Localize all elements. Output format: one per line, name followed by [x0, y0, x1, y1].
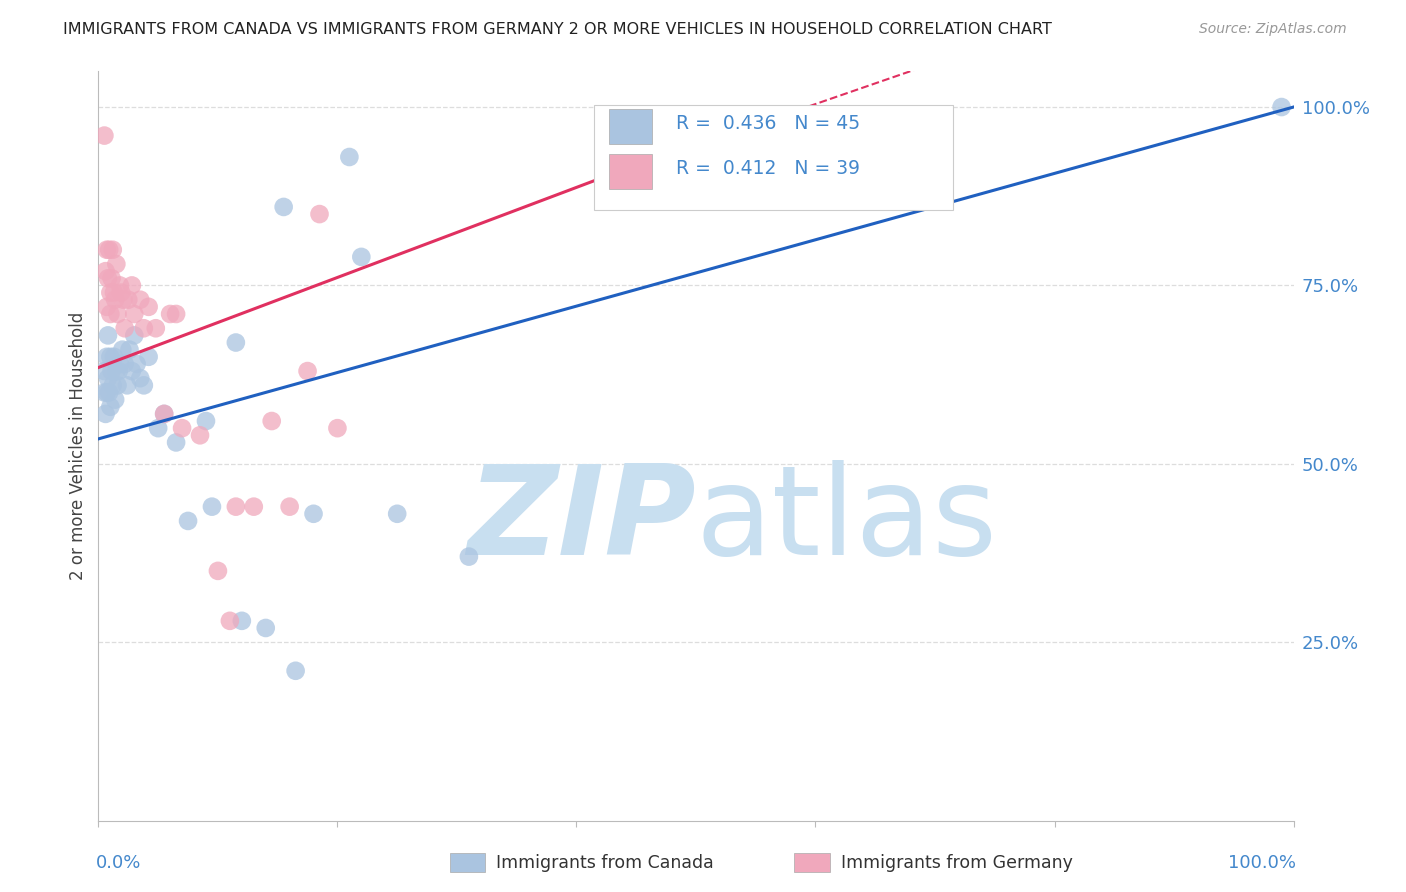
- Point: [111, 343, 134, 357]
- Point: [100, 364, 122, 378]
- Point: [103, 350, 125, 364]
- Point: [93, 128, 115, 143]
- Point: [284, 664, 307, 678]
- Point: [254, 621, 277, 635]
- Text: 0.0%: 0.0%: [96, 855, 142, 872]
- Point: [219, 614, 242, 628]
- Point: [96, 385, 118, 400]
- Point: [100, 271, 122, 285]
- FancyBboxPatch shape: [595, 105, 953, 210]
- Point: [101, 243, 124, 257]
- Point: [297, 364, 319, 378]
- Point: [93, 364, 115, 378]
- Point: [104, 392, 127, 407]
- Point: [273, 200, 295, 214]
- Point: [103, 285, 125, 300]
- Point: [278, 500, 301, 514]
- Text: ZIP: ZIP: [467, 460, 696, 582]
- Point: [98, 285, 122, 300]
- Point: [145, 321, 167, 335]
- Point: [107, 378, 129, 392]
- Point: [115, 378, 138, 392]
- Point: [129, 293, 152, 307]
- Point: [165, 435, 187, 450]
- Point: [159, 307, 181, 321]
- Text: Source: ZipAtlas.com: Source: ZipAtlas.com: [1199, 22, 1347, 37]
- Point: [153, 407, 176, 421]
- Point: [132, 378, 155, 392]
- Point: [231, 614, 253, 628]
- Point: [165, 307, 187, 321]
- Point: [225, 335, 247, 350]
- Point: [302, 507, 325, 521]
- Point: [125, 357, 148, 371]
- Point: [108, 357, 131, 371]
- Point: [94, 407, 117, 421]
- Point: [114, 357, 136, 371]
- Point: [98, 243, 121, 257]
- Point: [138, 350, 160, 364]
- Y-axis label: 2 or more Vehicles in Household: 2 or more Vehicles in Household: [69, 312, 87, 580]
- Point: [129, 371, 152, 385]
- Point: [138, 300, 160, 314]
- Point: [350, 250, 373, 264]
- Point: [110, 285, 132, 300]
- Point: [105, 364, 128, 378]
- Text: 100.0%: 100.0%: [1227, 855, 1296, 872]
- Point: [112, 293, 135, 307]
- Text: R =  0.436   N = 45: R = 0.436 N = 45: [676, 114, 860, 133]
- Point: [107, 307, 129, 321]
- Point: [98, 350, 122, 364]
- Point: [207, 564, 229, 578]
- Point: [104, 293, 127, 307]
- Point: [195, 414, 218, 428]
- Point: [188, 428, 211, 442]
- Text: atlas: atlas: [696, 460, 998, 582]
- Point: [117, 293, 139, 307]
- Text: Immigrants from Canada: Immigrants from Canada: [496, 854, 714, 871]
- Point: [108, 278, 131, 293]
- Text: R =  0.412   N = 39: R = 0.412 N = 39: [676, 160, 859, 178]
- Point: [98, 385, 121, 400]
- Point: [121, 278, 143, 293]
- Point: [177, 514, 200, 528]
- FancyBboxPatch shape: [609, 154, 652, 189]
- Point: [1271, 100, 1294, 114]
- Point: [105, 257, 128, 271]
- Point: [98, 307, 122, 321]
- Text: Immigrants from Germany: Immigrants from Germany: [841, 854, 1073, 871]
- Point: [260, 414, 283, 428]
- Point: [385, 507, 409, 521]
- Point: [172, 421, 194, 435]
- Point: [153, 407, 176, 421]
- Point: [93, 385, 115, 400]
- Point: [94, 264, 117, 278]
- Point: [124, 307, 146, 321]
- Point: [124, 328, 146, 343]
- Point: [132, 321, 155, 335]
- Point: [114, 321, 136, 335]
- Point: [458, 549, 481, 564]
- Point: [148, 421, 170, 435]
- Point: [201, 500, 224, 514]
- Point: [97, 328, 120, 343]
- Point: [98, 400, 122, 414]
- FancyBboxPatch shape: [609, 110, 652, 145]
- Point: [101, 378, 124, 392]
- Point: [225, 500, 247, 514]
- Point: [96, 300, 118, 314]
- Point: [97, 371, 120, 385]
- Point: [243, 500, 266, 514]
- Point: [107, 364, 129, 378]
- Point: [97, 271, 120, 285]
- Point: [121, 364, 143, 378]
- Point: [326, 421, 349, 435]
- Point: [96, 243, 118, 257]
- Text: IMMIGRANTS FROM CANADA VS IMMIGRANTS FROM GERMANY 2 OR MORE VEHICLES IN HOUSEHOL: IMMIGRANTS FROM CANADA VS IMMIGRANTS FRO…: [63, 22, 1052, 37]
- Point: [339, 150, 361, 164]
- Point: [118, 343, 141, 357]
- Point: [96, 350, 118, 364]
- Point: [308, 207, 330, 221]
